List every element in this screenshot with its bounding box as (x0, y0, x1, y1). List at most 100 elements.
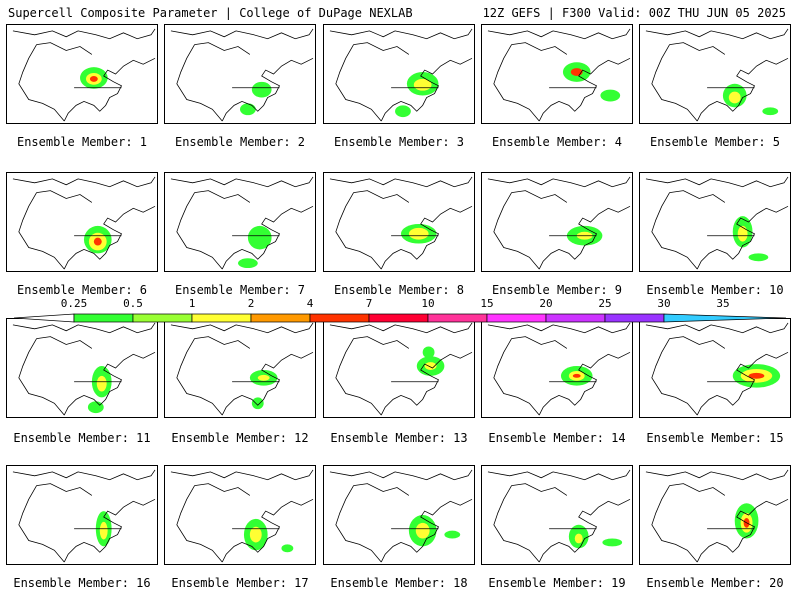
ensemble-member-label: Ensemble Member: 19 (488, 576, 626, 590)
colorbar-tick-label: 0.5 (123, 297, 143, 310)
scp-colorbar (14, 313, 786, 323)
colorbar-tick-label: 35 (716, 297, 730, 310)
scp-shading (93, 237, 102, 246)
colorbar-tick-label: 25 (598, 297, 612, 310)
scp-shading (257, 374, 270, 381)
coastline-borders (487, 322, 631, 416)
colorbar-tick-label: 20 (539, 297, 553, 310)
scp-shading (424, 362, 437, 370)
ensemble-member-11-map (6, 318, 158, 418)
ensemble-member-9-map (481, 172, 633, 272)
ensemble-member-label: Ensemble Member: 14 (488, 431, 626, 445)
colorbar-bin (368, 313, 429, 323)
ensemble-member-label: Ensemble Member: 16 (13, 576, 151, 590)
colorbar-tick-label: 0.25 (60, 297, 88, 310)
colorbar-tick-label: 7 (365, 297, 373, 310)
ensemble-member-15-map (639, 318, 791, 418)
ensemble-member-12-map (164, 318, 316, 418)
ensemble-member-label: Ensemble Member: 15 (646, 431, 784, 445)
scp-shading (240, 103, 256, 116)
scp-shading (281, 544, 294, 553)
coastline-borders (170, 176, 314, 270)
scp-shading (249, 526, 262, 543)
ensemble-member-label: Ensemble Member: 18 (330, 576, 468, 590)
scp-shading (574, 533, 583, 544)
coastline-borders (329, 176, 473, 270)
ensemble-member-label: Ensemble Member: 2 (174, 135, 306, 149)
colorbar-upper-extension (663, 313, 786, 323)
ensemble-member-label: Ensemble Member: 11 (13, 431, 151, 445)
coastline-borders (329, 322, 473, 416)
scp-shading (408, 227, 429, 240)
ensemble-member-label: Ensemble Member: 5 (649, 135, 781, 149)
scp-shading (89, 75, 98, 82)
scp-shading (251, 81, 272, 98)
scp-shading (395, 105, 411, 118)
scp-shading (87, 401, 104, 414)
coastline-borders (645, 322, 789, 416)
coastline-borders (487, 469, 631, 563)
coastline-borders (170, 28, 314, 122)
coastline-borders (329, 28, 473, 122)
scp-shading (444, 530, 461, 539)
ensemble-member-6-map (6, 172, 158, 272)
colorbar-tick-label: 4 (306, 297, 314, 310)
ensemble-member-label: Ensemble Member: 13 (330, 431, 468, 445)
scp-shading (602, 538, 623, 547)
colorbar-bin (545, 313, 606, 323)
coastline-borders (170, 469, 314, 563)
ensemble-member-5-map (639, 24, 791, 124)
colorbar-tick-label: 1 (188, 297, 196, 310)
coastline-borders (487, 28, 631, 122)
colorbar-tick-label: 30 (657, 297, 671, 310)
coastline-borders (487, 176, 631, 270)
ensemble-member-16-map (6, 465, 158, 565)
scp-shading (247, 225, 272, 250)
ensemble-member-17-map (164, 465, 316, 565)
ensemble-member-label: Ensemble Member: 4 (491, 135, 623, 149)
page-title: Supercell Composite Parameter | College … (8, 6, 413, 20)
ensemble-member-label: Ensemble Member: 9 (491, 283, 623, 297)
ensemble-member-13-map (323, 318, 475, 418)
coastline-borders (329, 469, 473, 563)
scp-shading (96, 375, 107, 392)
scp-shading (762, 107, 779, 116)
ensemble-member-8-map (323, 172, 475, 272)
ensemble-member-label: Ensemble Member: 12 (171, 431, 309, 445)
ensemble-member-20-map (639, 465, 791, 565)
colorbar-bin (250, 313, 311, 323)
scp-shading (572, 373, 581, 378)
colorbar-bin (132, 313, 193, 323)
coastline-borders (12, 28, 156, 122)
colorbar-bin (309, 313, 370, 323)
scp-shading (748, 372, 765, 379)
colorbar-tick-label: 10 (421, 297, 435, 310)
coastline-borders (645, 176, 789, 270)
ensemble-member-3-map (323, 24, 475, 124)
coastline-borders (170, 322, 314, 416)
colorbar-tick-label: 15 (480, 297, 494, 310)
scp-shading (737, 225, 748, 242)
ensemble-member-19-map (481, 465, 633, 565)
coastline-borders (645, 469, 789, 563)
ensemble-member-10-map (639, 172, 791, 272)
scp-shading (422, 346, 435, 359)
scp-shading (251, 397, 264, 410)
colorbar-bin (191, 313, 252, 323)
colorbar-bin (73, 313, 134, 323)
coastline-borders (12, 322, 156, 416)
ensemble-member-label: Ensemble Member: 3 (333, 135, 465, 149)
colorbar-bin (427, 313, 488, 323)
coastline-borders (12, 469, 156, 563)
colorbar-bin (604, 313, 665, 323)
scp-shading (748, 253, 769, 262)
coastline-borders (12, 176, 156, 270)
colorbar-bin (486, 313, 547, 323)
ensemble-member-1-map (6, 24, 158, 124)
ensemble-member-label: Ensemble Member: 17 (171, 576, 309, 590)
coastline-borders (645, 28, 789, 122)
ensemble-member-label: Ensemble Member: 6 (16, 283, 148, 297)
ensemble-member-label: Ensemble Member: 1 (16, 135, 148, 149)
colorbar-tick-label: 2 (247, 297, 255, 310)
ensemble-member-label: Ensemble Member: 20 (646, 576, 784, 590)
